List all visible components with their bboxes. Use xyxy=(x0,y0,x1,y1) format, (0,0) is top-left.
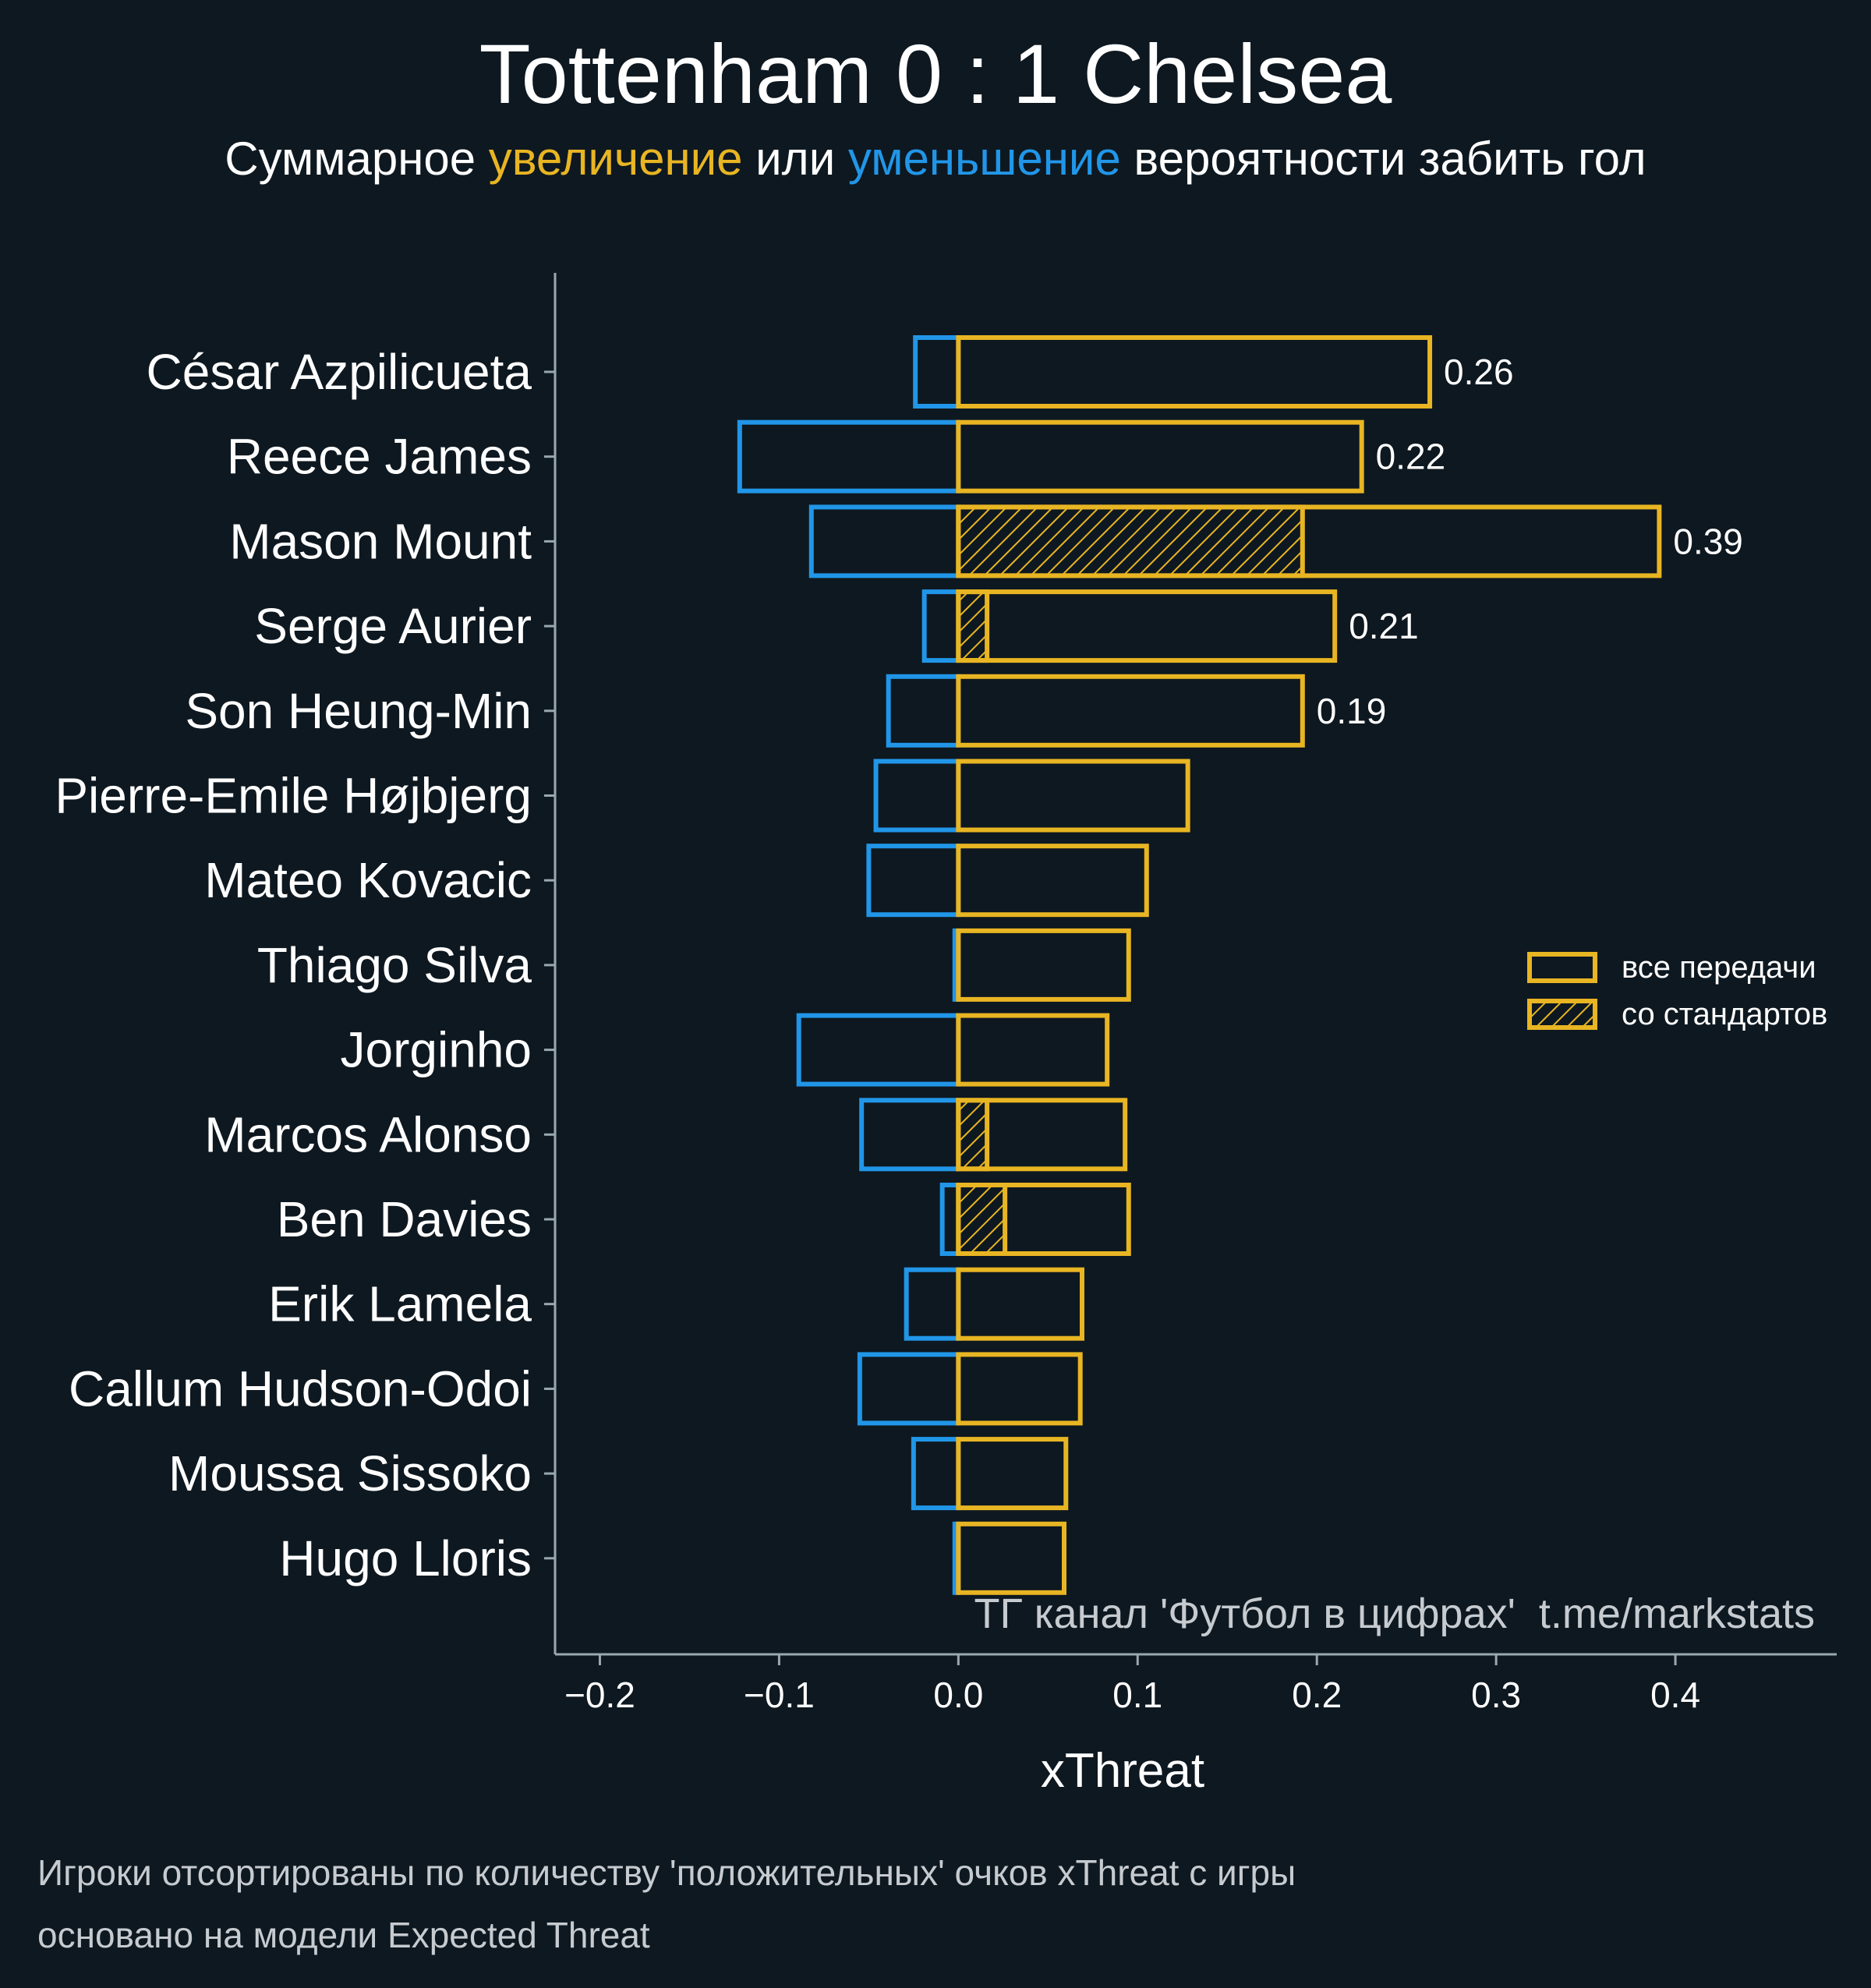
bar-all-passes xyxy=(956,844,1149,918)
bar-set-pieces xyxy=(956,504,1305,578)
legend-label-all-passes: все передачи xyxy=(1622,950,1816,985)
bar-negative xyxy=(904,1267,961,1341)
bar-set-pieces xyxy=(956,589,990,663)
bar-set-pieces xyxy=(956,1183,1008,1256)
y-tick-label: Son Heung-Min xyxy=(185,683,532,739)
legend: все передачи со стандартов xyxy=(1527,950,1827,1031)
bar-all-passes xyxy=(956,928,1131,1002)
y-tick-label: Mateo Kovacic xyxy=(204,852,532,908)
bar-all-passes xyxy=(956,419,1364,493)
bar-negative xyxy=(737,419,961,493)
x-tick-label: 0.4 xyxy=(1650,1675,1700,1715)
bar-negative xyxy=(921,589,961,663)
bar-value-label: 0.22 xyxy=(1376,437,1446,477)
x-tick-label: −0.2 xyxy=(564,1675,635,1715)
bar-negative xyxy=(939,1183,961,1256)
y-tick-label: Hugo Lloris xyxy=(279,1530,532,1587)
x-tick-label: 0.2 xyxy=(1292,1675,1342,1715)
bar-negative xyxy=(857,1352,961,1426)
bar-negative xyxy=(796,1013,961,1087)
bar-all-passes xyxy=(956,1013,1110,1087)
axes-layer xyxy=(554,273,1837,1656)
x-axis-label: xThreat xyxy=(1041,1744,1204,1798)
bar-value-label: 0.26 xyxy=(1444,352,1514,392)
legend-swatch-all-passes xyxy=(1527,952,1597,983)
bar-value-label: 0.21 xyxy=(1349,606,1419,646)
chart-subtitle: Суммарное увеличение или уменьшение веро… xyxy=(0,131,1871,187)
bar-negative xyxy=(866,844,961,918)
subtitle-decrease: уменьшение xyxy=(847,133,1121,185)
y-tick-label: Marcos Alonso xyxy=(204,1106,532,1162)
bar-all-passes xyxy=(956,504,1662,578)
subtitle-text-3: вероятности забить гол xyxy=(1120,133,1646,185)
bar-all-passes xyxy=(956,335,1433,409)
bars-layer: 0.26 0.22 0.39 0.21 0.19 xyxy=(737,335,1743,1595)
subtitle-text-2: или xyxy=(742,133,848,185)
bar-negative xyxy=(859,1098,961,1172)
y-tick-label: Erik Lamela xyxy=(268,1276,532,1332)
footnote-model: основано на модели Expected Threat xyxy=(37,1915,650,1955)
x-tick-label: 0.1 xyxy=(1112,1675,1162,1715)
bar-all-passes xyxy=(956,589,1338,663)
bar-value-label: 0.39 xyxy=(1673,521,1743,561)
y-tick-label: Serge Aurier xyxy=(254,598,532,654)
footnote-sorting: Игроки отсортированы по количеству 'поло… xyxy=(37,1852,1296,1893)
chart-title: Tottenham 0 : 1 Chelsea xyxy=(479,27,1392,121)
bar-value-label: 0.19 xyxy=(1317,691,1387,731)
x-tick-label: 0.3 xyxy=(1471,1675,1521,1715)
bar-negative xyxy=(913,335,961,409)
subtitle-increase: увеличение xyxy=(488,133,743,185)
y-tick-label: Mason Mount xyxy=(229,513,532,569)
bar-all-passes xyxy=(956,1437,1069,1511)
bar-all-passes xyxy=(956,759,1190,833)
y-tick-label: Callum Hudson-Odoi xyxy=(69,1360,532,1417)
bar-negative xyxy=(886,674,961,748)
bar-all-passes xyxy=(956,1521,1067,1595)
bar-negative xyxy=(911,1437,961,1511)
watermark: ТГ канал 'Футбол в цифрах' t.me/markstat… xyxy=(974,1590,1815,1637)
bar-all-passes xyxy=(956,1267,1084,1341)
bar-all-passes xyxy=(956,1183,1131,1256)
y-tick-label: Ben Davies xyxy=(277,1191,532,1247)
ticks-layer: César Azpilicueta Reece James Mason Mount S… xyxy=(55,344,1700,1715)
y-tick-label: Reece James xyxy=(227,429,532,485)
x-tick-label: −0.1 xyxy=(744,1675,815,1715)
legend-label-set-pieces: со стандартов xyxy=(1622,997,1827,1031)
y-tick-label: Thiago Silva xyxy=(257,937,532,993)
y-tick-label: Jorginho xyxy=(341,1022,532,1078)
x-tick-label: 0.0 xyxy=(933,1675,983,1715)
y-tick-label: César Azpilicueta xyxy=(147,344,532,400)
y-tick-label: Pierre-Emile Højbjerg xyxy=(55,768,532,824)
bar-all-passes xyxy=(956,1352,1083,1426)
bar-all-passes xyxy=(956,674,1305,748)
y-tick-label: Moussa Sissoko xyxy=(168,1445,532,1502)
bar-set-pieces xyxy=(956,1098,990,1172)
bar-negative xyxy=(808,504,961,578)
legend-swatch-set-pieces xyxy=(1527,999,1597,1030)
bar-negative xyxy=(873,759,961,833)
bar-all-passes xyxy=(956,1098,1128,1172)
subtitle-text-1: Суммарное xyxy=(225,133,489,185)
